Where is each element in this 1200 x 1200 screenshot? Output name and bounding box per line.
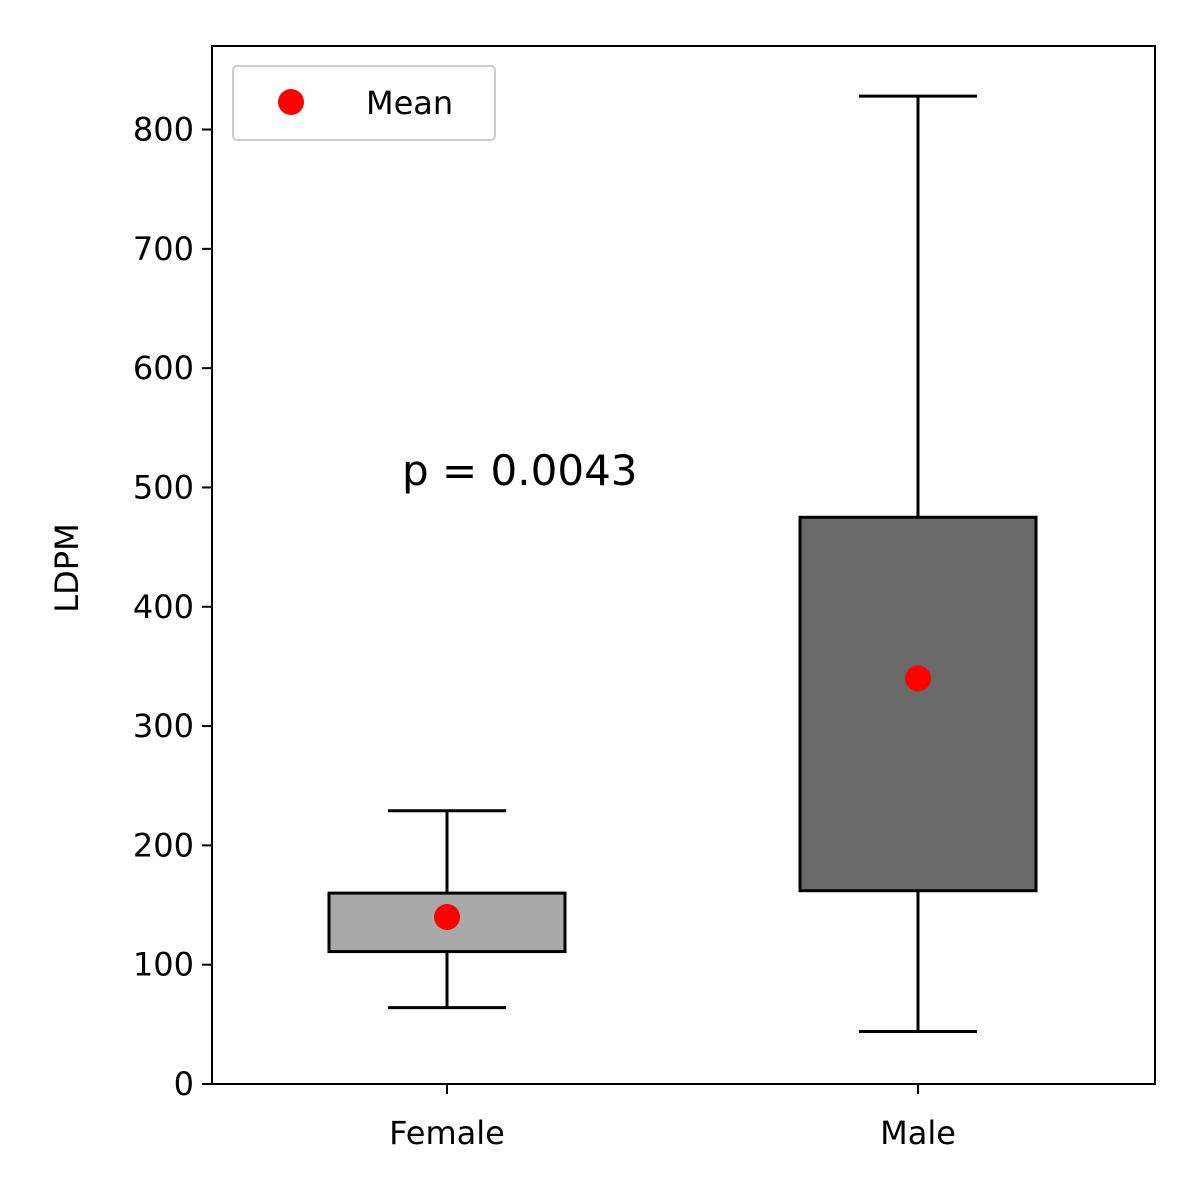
box-iqr [798,515,1038,893]
y-axis-ticks: 0 100 200 300 400 500 600 700 800 [133,111,212,1103]
y-tick-label: 200 [133,826,194,864]
x-tick-label: Male [880,1114,956,1152]
y-tick-label: 700 [133,230,194,268]
y-tick-label: 800 [133,111,194,149]
y-tick-label: 600 [133,349,194,387]
y-tick-label: 400 [133,588,194,626]
y-tick-label: 100 [133,946,194,984]
y-tick-label: 500 [133,468,194,506]
legend: Mean [232,65,496,141]
x-tick-label: Female [389,1114,505,1152]
x-axis-ticks: Female Male [389,1084,956,1152]
p-value-annotation: p = 0.0043 [402,446,638,495]
mean-marker [905,665,931,692]
boxes-group [327,94,1038,1034]
y-axis-label: LDPM [48,523,86,612]
y-tick-label: 300 [133,707,194,745]
legend-mean-marker [278,89,304,115]
legend-mean-label: Mean [366,84,453,122]
y-tick-label: 0 [174,1065,194,1103]
legend-frame [232,65,496,141]
mean-marker [434,903,460,930]
